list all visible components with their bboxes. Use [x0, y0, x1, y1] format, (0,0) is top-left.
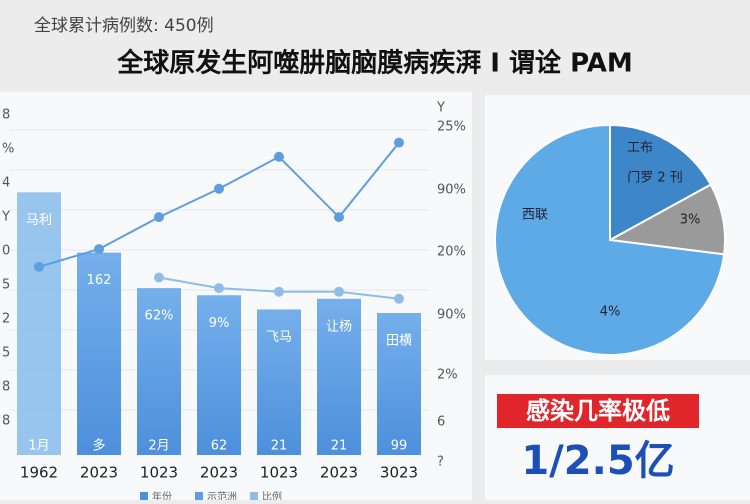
left-axis-label: 5 [2, 278, 10, 293]
line-point [334, 286, 344, 297]
bar-label: 9% [209, 316, 230, 331]
line-point [274, 151, 284, 162]
left-axis-label: 8 [2, 108, 10, 123]
x-tick-label: 1962 [20, 464, 58, 482]
bar [17, 192, 61, 456]
left-axis-label: 8 [2, 380, 10, 395]
bar-bottom-label: 2月 [148, 439, 169, 454]
slice-label: 4% [600, 305, 621, 320]
bar [137, 288, 181, 455]
right-axis-label: 90% [437, 308, 466, 323]
bar [377, 313, 421, 455]
line-point [214, 183, 224, 194]
bar-bottom-label: 多 [92, 438, 105, 454]
pie-slice [609, 123, 713, 242]
x-tick-label: 2023 [200, 464, 238, 482]
bar [197, 295, 241, 455]
pie-slice [606, 183, 726, 256]
line-point [34, 261, 44, 272]
bar [257, 309, 301, 455]
slice-label: 西联 [522, 208, 548, 223]
legend-label: 示范洲 [207, 490, 237, 500]
left-axis-label: 5 [2, 346, 10, 361]
legend-swatch [140, 492, 148, 500]
bar-label: 162 [87, 273, 112, 288]
legend-label: 年份 [152, 490, 172, 500]
bar [317, 298, 361, 455]
left-axis-label: 8 [2, 414, 10, 429]
x-tick-label: 3023 [380, 464, 418, 482]
bar-label: 马利 [26, 213, 52, 228]
right-axis-label: ? [437, 455, 444, 470]
slice-label: 3% [680, 213, 701, 228]
legend-label: 比例 [262, 490, 282, 500]
left-axis-label: 0 [2, 244, 10, 259]
slice-label: 门罗 2 刊 [627, 171, 683, 186]
right-axis-label: Y [436, 101, 445, 116]
subtitle: 全球累计病例数: 450例 [34, 16, 214, 36]
x-tick-label: 2023 [80, 464, 118, 482]
x-tick-label: 1023 [140, 464, 178, 482]
banner: 感染几率极低 [526, 397, 670, 425]
bar-label: 62% [145, 309, 174, 324]
left-axis-label: 2 [2, 312, 10, 327]
line-point [394, 293, 404, 304]
legend-swatch [250, 492, 258, 500]
bar-bottom-label: 1月 [28, 439, 49, 454]
title: 全球原发生阿噬肼脑脑膜病疾湃 I 谓诠 PAM [116, 48, 633, 79]
left-axis-label: 4 [2, 176, 10, 191]
x-tick-label: 2023 [320, 464, 358, 482]
figure: 1/2.5亿 [521, 438, 674, 484]
line-point [334, 212, 344, 223]
bar-label: 田横 [386, 334, 412, 349]
banner-bg [497, 394, 699, 428]
bar-bottom-label: 62 [211, 439, 228, 454]
bar [77, 252, 121, 455]
bar-label: 让杨 [326, 319, 352, 334]
line-point [274, 286, 284, 297]
right-axis-label: 20% [437, 245, 466, 260]
left-axis-label: Y [1, 210, 10, 225]
line-point [214, 283, 224, 294]
slice-label: 工布 [627, 141, 653, 156]
pie-slice [494, 123, 726, 356]
bar-bottom-label: 21 [271, 439, 288, 454]
x-tick-label: 1023 [260, 464, 298, 482]
bar-label: 飞马 [266, 330, 292, 345]
right-axis-label: 25% [437, 120, 466, 135]
bar-bottom-label: 99 [391, 439, 408, 454]
line-point [394, 137, 404, 148]
line-point [154, 212, 164, 223]
bar-bottom-label: 21 [331, 439, 348, 454]
right-axis-label: 2% [437, 368, 458, 383]
left-axis-label: % [2, 142, 14, 157]
line-point [154, 272, 164, 283]
line-point [94, 244, 104, 255]
right-axis-label: 6 [437, 415, 445, 430]
legend-swatch [195, 492, 203, 500]
right-axis-label: 90% [437, 183, 466, 198]
